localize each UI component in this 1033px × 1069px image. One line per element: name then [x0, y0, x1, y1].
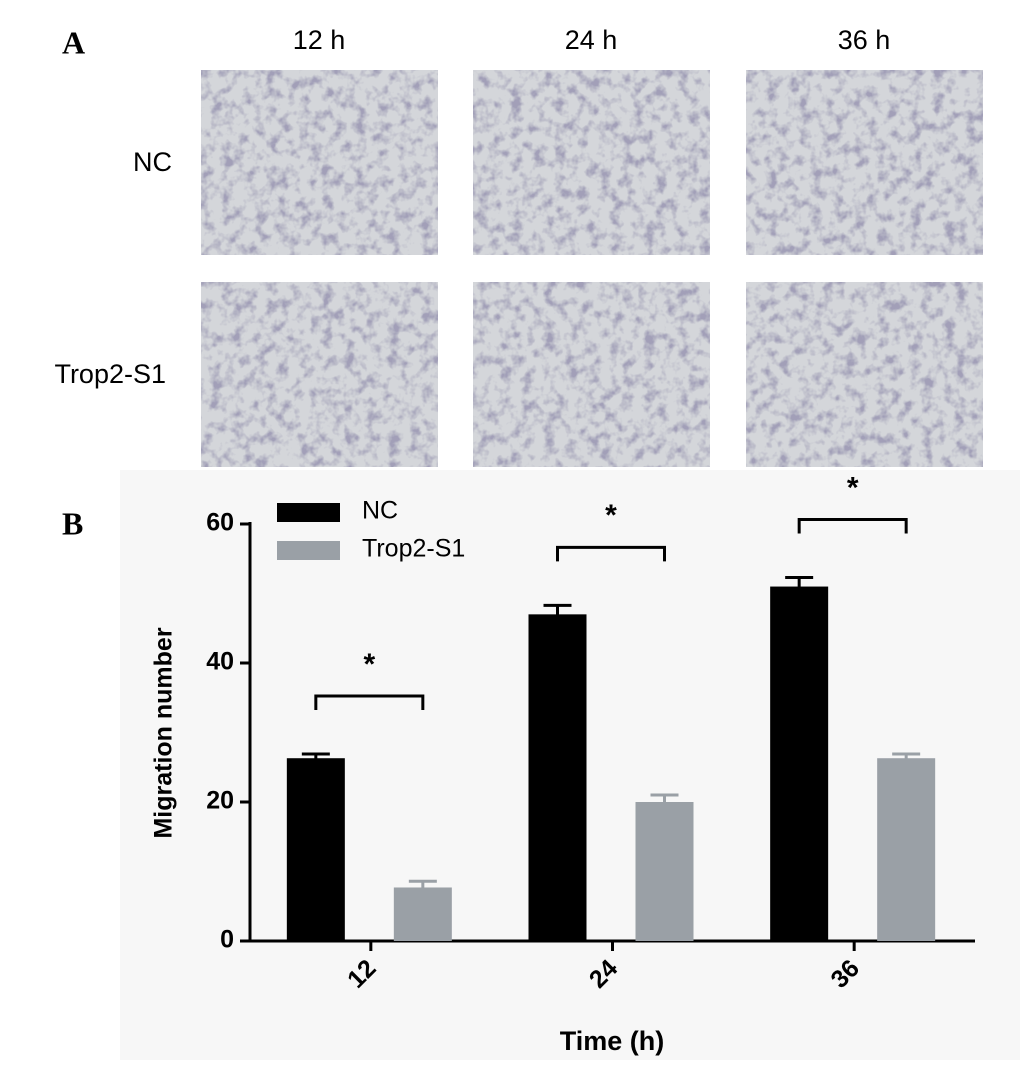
column-label: 36 h [838, 25, 891, 55]
significance-label: * [363, 648, 375, 681]
row-label: Trop2-S1 [54, 359, 166, 389]
significance-bracket [556, 545, 666, 562]
micrograph [201, 282, 438, 467]
y-tick-label: 40 [206, 648, 234, 676]
micrograph [473, 70, 710, 255]
column-label: 24 h [565, 25, 618, 55]
y-tick-label: 0 [220, 926, 234, 954]
y-tick-label: 60 [206, 509, 234, 537]
bar [770, 586, 829, 941]
error-bar [408, 879, 437, 894]
panel-label: A [62, 24, 85, 60]
error-bar [301, 752, 330, 763]
micrograph [201, 70, 438, 255]
micrograph [746, 70, 983, 255]
bar [635, 802, 694, 941]
x-axis-label: Time (h) [560, 1026, 665, 1056]
legend-label: Trop2-S1 [362, 535, 465, 563]
bar [877, 758, 936, 941]
error-bar [785, 576, 814, 596]
micrograph [746, 282, 983, 467]
y-tick-label: 20 [206, 787, 234, 815]
panel-label: B [62, 505, 83, 541]
error-bar [543, 603, 572, 624]
legend-swatch [277, 503, 340, 522]
column-label: 12 h [293, 25, 346, 55]
legend-swatch [277, 541, 340, 560]
significance-label: * [605, 499, 617, 532]
legend-label: NC [362, 497, 398, 525]
bar [393, 887, 452, 941]
error-bar [892, 752, 921, 763]
row-label: NC [133, 147, 172, 177]
bar [528, 614, 587, 941]
y-axis-label: Migration number [150, 627, 178, 838]
significance-bracket [314, 694, 425, 711]
error-bar [650, 793, 679, 809]
micrograph [473, 282, 710, 467]
significance-bracket [797, 518, 908, 534]
bar [286, 758, 345, 941]
significance-label: * [847, 471, 859, 504]
